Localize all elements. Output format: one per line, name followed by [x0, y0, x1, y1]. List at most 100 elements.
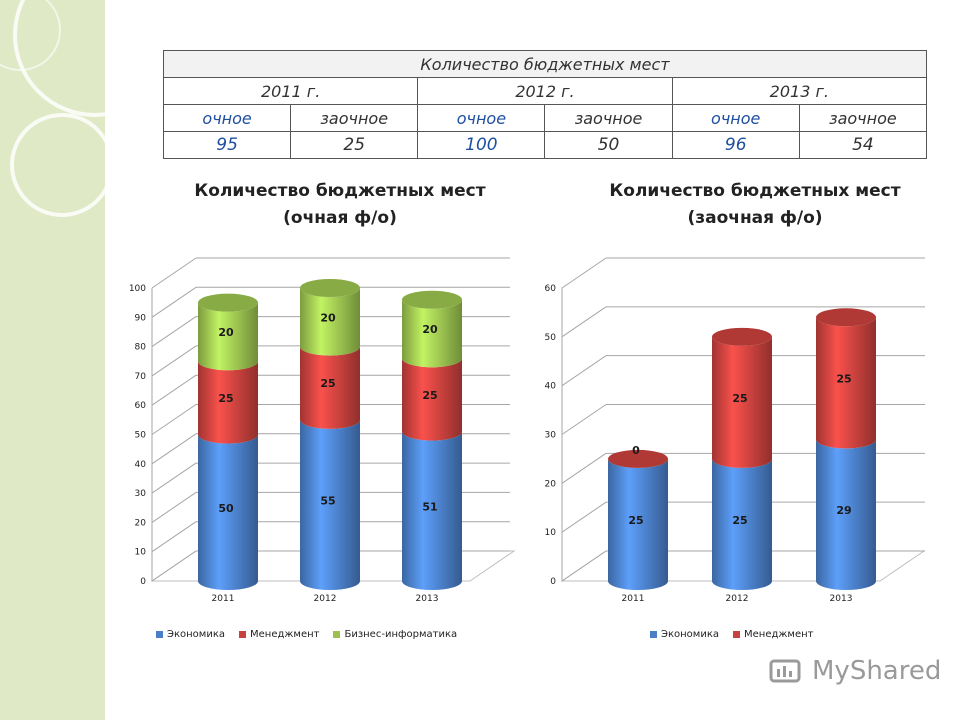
gridline-diag [151, 550, 197, 582]
x-tick-label: 2013 [416, 594, 439, 604]
y-tick-label: 30 [545, 431, 557, 441]
data-label: 25 [422, 389, 437, 402]
gridline-diag [151, 316, 197, 348]
gridline-diag [151, 491, 197, 523]
bar-segment [300, 419, 360, 590]
y-tick-label: 10 [545, 528, 557, 538]
bar-top-cap [198, 293, 258, 312]
data-label: 0 [632, 444, 640, 457]
chart1-title-line2: (очная ф/о) [283, 208, 397, 228]
bar-segment [402, 299, 462, 368]
bar-segment [402, 431, 462, 590]
gridline-diag [151, 345, 197, 377]
bar-segment [816, 317, 876, 449]
legend-item: Менеджмент [733, 629, 813, 640]
data-label: 25 [218, 392, 233, 405]
year-2011-header: 2011 г. [162, 77, 419, 105]
value-cell: 96 [671, 131, 800, 159]
y-tick-label: 90 [135, 313, 147, 323]
bar-segment [816, 439, 876, 590]
chart2-title-line1: Количество бюджетных мест [609, 181, 901, 201]
legend-item: Экономика [156, 629, 225, 640]
legend-swatch [239, 631, 247, 638]
y-tick-label: 50 [135, 431, 147, 441]
mode-cell: заочное [544, 104, 673, 132]
gridline-diag [151, 462, 197, 494]
mode-cell: заочное [798, 104, 928, 132]
bar-segment [608, 458, 668, 590]
mode-cell: заочное [290, 104, 419, 132]
y-tick-label: 20 [545, 479, 557, 489]
bar-top-cap [816, 308, 876, 327]
bar-top-cap [402, 290, 462, 309]
value-cell: 54 [798, 131, 928, 159]
y-tick-label: 20 [135, 518, 147, 528]
decor-circles [0, 0, 140, 217]
bar-segment [712, 336, 772, 468]
value-cell: 95 [162, 131, 292, 159]
legend-label: Менеджмент [250, 629, 320, 640]
y-tick-label: 60 [135, 401, 147, 411]
x-tick-label: 2011 [212, 594, 235, 604]
budget-places-table: Количество бюджетных мест 2011 г. 2012 г… [162, 50, 928, 159]
data-label: 25 [628, 514, 643, 527]
value-cell: 100 [417, 131, 546, 159]
bar-segment [198, 361, 258, 444]
y-tick-label: 40 [545, 382, 557, 392]
data-label: 55 [320, 494, 335, 507]
gridline-diag [151, 433, 197, 465]
x-tick-label: 2011 [622, 594, 645, 604]
x-tick-label: 2012 [314, 594, 337, 604]
gridline-diag [561, 550, 607, 582]
chart1-title-line1: Количество бюджетных мест [194, 181, 486, 201]
bar-top-cap [300, 279, 360, 297]
watermark-text: MyShared [812, 656, 942, 686]
legend-item: Менеджмент [239, 629, 319, 640]
gridline-diag [151, 286, 197, 318]
data-label: 20 [422, 323, 438, 336]
legend-swatch [333, 631, 341, 638]
x-tick-label: 2012 [726, 594, 749, 604]
bar-top-cap [608, 449, 668, 468]
legend-label: Бизнес-информатика [344, 629, 458, 640]
year-2013-header: 2013 г. [671, 77, 928, 105]
gridline-diag [151, 257, 197, 289]
watermark-logo-icon [769, 659, 801, 683]
y-tick-label: 100 [129, 284, 146, 294]
y-tick-label: 60 [545, 284, 557, 294]
chart1-title: Количество бюджетных мест (очная ф/о) [150, 178, 530, 232]
data-label: 29 [836, 504, 851, 517]
legend-item: Бизнес-информатика [333, 629, 457, 640]
data-label: 25 [836, 372, 851, 385]
mode-cell: очное [417, 104, 546, 132]
gridline-diag [561, 404, 607, 435]
y-tick-label: 0 [550, 577, 556, 587]
mode-cell: очное [671, 104, 800, 132]
data-label: 25 [732, 514, 747, 527]
gridline-diag [561, 501, 607, 533]
table-title: Количество бюджетных мест [163, 50, 927, 78]
chart2-title-line2: (заочная ф/о) [687, 208, 823, 228]
y-tick-label: 10 [135, 548, 147, 558]
value-cell: 50 [544, 131, 673, 159]
bar-segment [300, 288, 360, 356]
data-label: 25 [320, 377, 335, 390]
watermark: MyShared [768, 655, 941, 687]
bar-segment [402, 358, 462, 441]
y-tick-label: 80 [135, 343, 147, 353]
gridline-diag [151, 521, 197, 553]
data-label: 20 [320, 311, 336, 324]
legend-label: Менеджмент [744, 629, 814, 640]
legend-item: Экономика [650, 629, 719, 640]
value-cell: 25 [290, 131, 419, 159]
bar-segment [300, 346, 360, 429]
bar-segment [198, 434, 258, 590]
gridline-diag [561, 306, 607, 338]
y-tick-label: 30 [135, 489, 147, 499]
y-tick-label: 40 [135, 460, 147, 470]
legend-swatch [156, 631, 163, 638]
x-tick-label: 2013 [830, 594, 853, 604]
chart2-title: Количество бюджетных мест (заочная ф/о) [565, 178, 945, 232]
